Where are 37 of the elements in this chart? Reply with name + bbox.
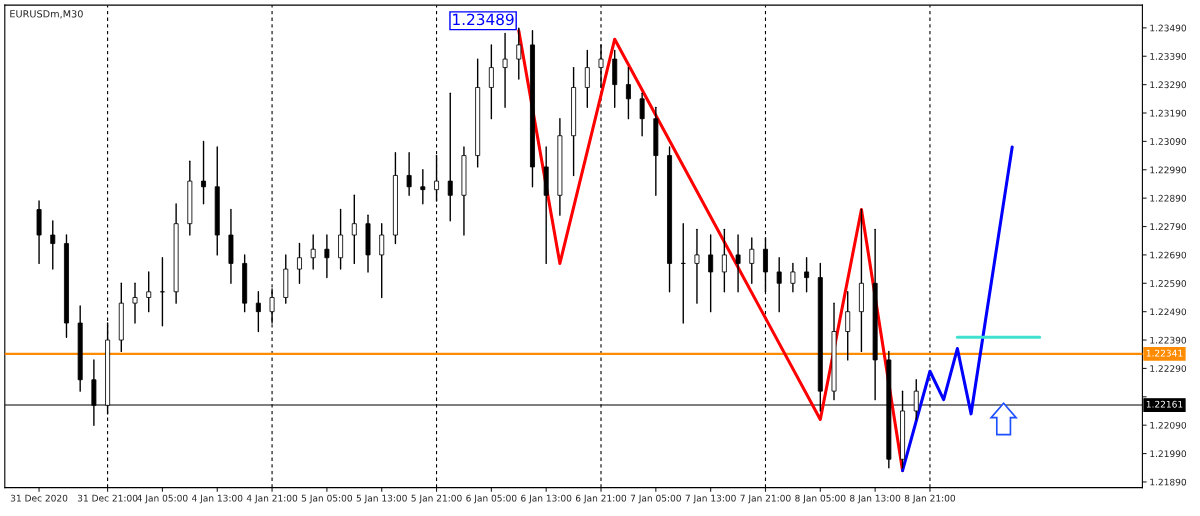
x-tick-label: 8 Jan 13:00	[850, 494, 901, 504]
chart-title: EURUSDm,M30	[10, 10, 83, 19]
x-tick-label: 4 Jan 05:00	[137, 494, 188, 504]
x-tick-label: 6 Jan 13:00	[521, 494, 572, 504]
y-tick-label: 1.23490	[1150, 24, 1187, 32]
y-tick-label: 1.22890	[1150, 194, 1187, 202]
y-tick-label: 1.22290	[1150, 365, 1187, 372]
x-tick-label: 8 Jan 05:00	[795, 494, 846, 504]
y-tick-label: 1.21990	[1150, 450, 1187, 458]
x-tick-label: 6 Jan 21:00	[575, 494, 627, 504]
x-tick-label: 7 Jan 21:00	[740, 494, 791, 504]
x-tick-label: 5 Jan 05:00	[301, 494, 352, 504]
ref-line-label: 1.22161	[1146, 400, 1183, 408]
y-tick-label: 1.22490	[1150, 308, 1187, 316]
x-tick-label: 4 Jan 13:00	[191, 494, 243, 504]
y-tick-label: 1.22390	[1150, 336, 1187, 344]
y-tick-label: 1.23290	[1150, 81, 1187, 89]
y-tick-label: 1.22790	[1150, 223, 1187, 231]
x-tick-label: 5 Jan 13:00	[356, 494, 407, 504]
x-tick-label: 31 Dec 21:00	[77, 494, 138, 502]
x-tick-label: 7 Jan 13:00	[685, 494, 736, 504]
x-tick-label: 4 Jan 21:00	[246, 494, 298, 504]
y-tick-label: 1.23190	[1150, 109, 1187, 117]
x-tick-label: 31 Dec 2020	[10, 494, 68, 502]
y-tick-label: 1.22990	[1150, 166, 1187, 174]
y-tick-label: 1.22090	[1150, 421, 1187, 429]
x-tick-label: 5 Jan 21:00	[411, 494, 462, 504]
x-tick-label: 6 Jan 05:00	[466, 494, 517, 504]
y-tick-label: 1.23090	[1150, 138, 1187, 145]
y-tick-label: 1.21890	[1150, 478, 1187, 486]
x-tick-label: 8 Jan 21:00	[904, 494, 956, 504]
ref-line-label: 1.22341	[1146, 349, 1183, 357]
y-tick-label: 1.22590	[1150, 280, 1187, 287]
annotation: 1.23489	[453, 13, 514, 26]
y-tick-label: 1.23390	[1150, 52, 1187, 60]
y-tick-label: 1.22690	[1150, 251, 1187, 259]
x-tick-label: 7 Jan 05:00	[630, 494, 681, 504]
